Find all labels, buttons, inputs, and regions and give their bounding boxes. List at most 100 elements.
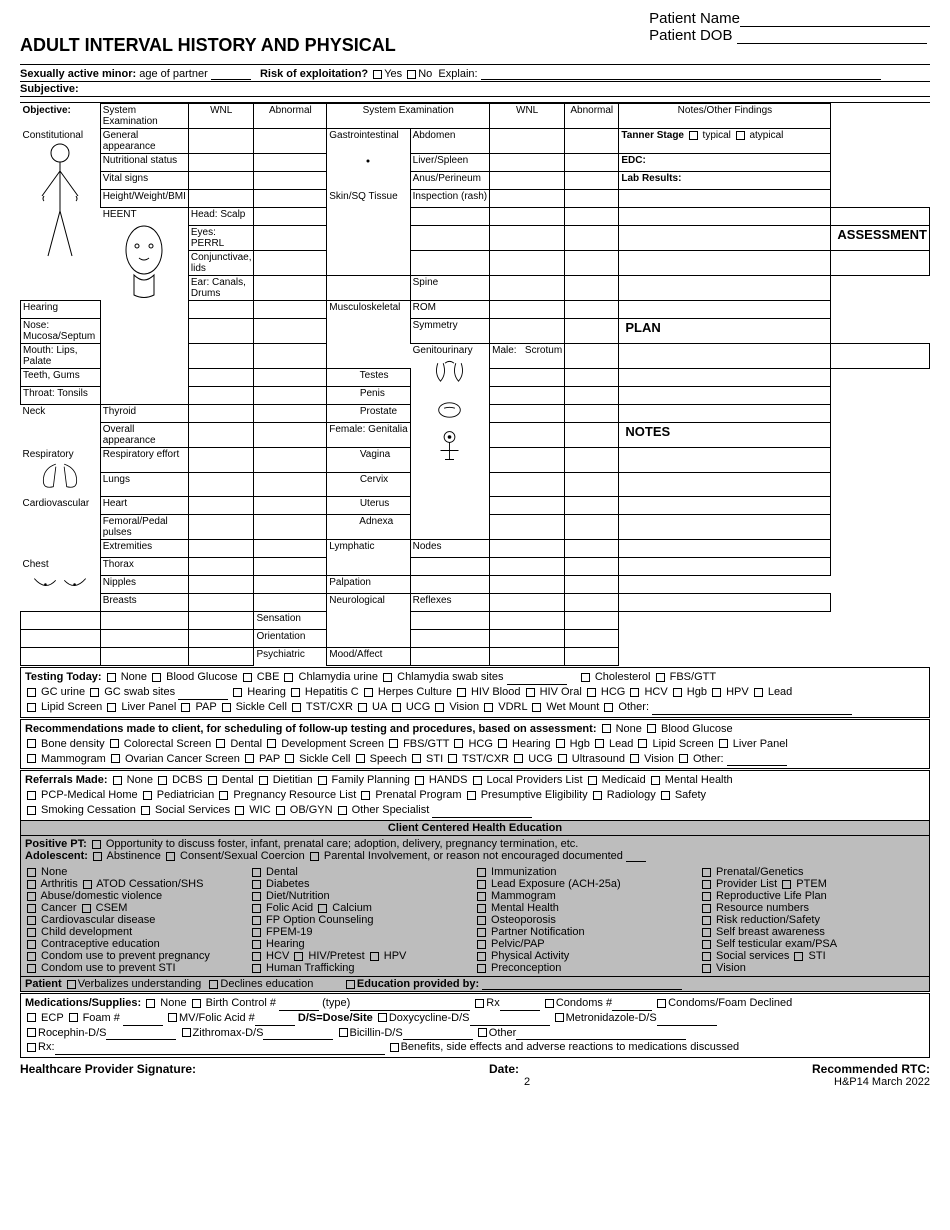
ref2-cb-2[interactable] bbox=[219, 791, 228, 800]
test1b-cb-1[interactable] bbox=[656, 673, 665, 682]
ref3-cb-3[interactable] bbox=[276, 806, 285, 815]
doxy-field[interactable] bbox=[470, 1016, 550, 1026]
rx-field[interactable] bbox=[500, 1001, 540, 1011]
notes-cell[interactable] bbox=[831, 344, 930, 369]
notes-cell[interactable]: NOTES bbox=[619, 423, 831, 448]
wnl-cell[interactable] bbox=[254, 276, 327, 301]
test3-cb-7[interactable] bbox=[435, 703, 444, 712]
mvfa-field[interactable] bbox=[255, 1016, 295, 1026]
wnl-cell[interactable] bbox=[490, 515, 565, 540]
wnl-cell[interactable] bbox=[410, 576, 489, 594]
rec3-cb-3[interactable] bbox=[285, 754, 294, 763]
edu2-7-cb[interactable] bbox=[477, 952, 486, 961]
edu2-1-cb[interactable] bbox=[477, 880, 486, 889]
abn-cell[interactable] bbox=[565, 423, 619, 448]
other-cb[interactable] bbox=[478, 1028, 487, 1037]
edu0-2-cb[interactable] bbox=[27, 892, 36, 901]
wnl-cell[interactable] bbox=[490, 172, 565, 190]
abn-cell[interactable] bbox=[565, 594, 619, 612]
test2a-cb-1[interactable] bbox=[90, 688, 99, 697]
rec2-cb-3[interactable] bbox=[267, 739, 276, 748]
zith-field[interactable] bbox=[263, 1030, 333, 1040]
wnl-cell[interactable] bbox=[565, 344, 619, 369]
wnl-cell[interactable] bbox=[188, 319, 254, 344]
condoms-field[interactable] bbox=[612, 1001, 652, 1011]
rec3-cb-7[interactable] bbox=[514, 754, 523, 763]
rec2-cb-8[interactable] bbox=[595, 739, 604, 748]
test2b-cb-3[interactable] bbox=[457, 688, 466, 697]
wnl-cell[interactable] bbox=[188, 497, 254, 515]
edu3-7-cb[interactable] bbox=[702, 952, 711, 961]
abn-cell[interactable] bbox=[254, 497, 327, 515]
ref2-cb-4[interactable] bbox=[467, 791, 476, 800]
abn-cell[interactable] bbox=[188, 648, 254, 666]
ref1-cb-8[interactable] bbox=[651, 776, 660, 785]
abn-cell[interactable] bbox=[565, 448, 619, 473]
rec2-cb-1[interactable] bbox=[110, 739, 119, 748]
abn-cell[interactable] bbox=[254, 558, 327, 576]
test3-cb-9[interactable] bbox=[532, 703, 541, 712]
test3-cb-8[interactable] bbox=[484, 703, 493, 712]
edu2-3-cb[interactable] bbox=[477, 904, 486, 913]
abn-cell[interactable] bbox=[254, 190, 327, 208]
abn-cell[interactable] bbox=[254, 129, 327, 154]
wnl-cell[interactable] bbox=[188, 172, 254, 190]
adol-cb-2[interactable] bbox=[310, 852, 319, 861]
test2a-cb-0[interactable] bbox=[27, 688, 36, 697]
notes-cell[interactable] bbox=[619, 558, 831, 576]
bic-field[interactable] bbox=[403, 1030, 473, 1040]
abn-cell[interactable] bbox=[565, 387, 619, 405]
explain-field[interactable] bbox=[481, 66, 881, 80]
edu0-1-cb[interactable] bbox=[27, 880, 36, 889]
test2b-cb-0[interactable] bbox=[233, 688, 242, 697]
notes-cell[interactable] bbox=[619, 369, 831, 387]
ref2-cb-1[interactable] bbox=[143, 791, 152, 800]
rec3-cb-0[interactable] bbox=[27, 754, 36, 763]
abn-cell[interactable] bbox=[254, 319, 327, 344]
wnl-cell[interactable] bbox=[188, 540, 254, 558]
edu0-8-cb[interactable] bbox=[27, 964, 36, 973]
wnl-cell[interactable] bbox=[188, 405, 254, 423]
wnl-cell[interactable] bbox=[188, 369, 254, 387]
test1-cb-1[interactable] bbox=[152, 673, 161, 682]
abn-cell[interactable] bbox=[254, 576, 327, 594]
edu3-5-cb[interactable] bbox=[702, 928, 711, 937]
abn-cell[interactable] bbox=[565, 497, 619, 515]
test1-cb-2[interactable] bbox=[243, 673, 252, 682]
test2b-cb-5[interactable] bbox=[587, 688, 596, 697]
abn-cell[interactable] bbox=[490, 576, 565, 594]
abn-cell[interactable] bbox=[565, 558, 619, 576]
edu0-0-cb[interactable] bbox=[27, 868, 36, 877]
notes-cell[interactable] bbox=[619, 594, 831, 612]
abn-cell[interactable] bbox=[565, 540, 619, 558]
abn-cell[interactable] bbox=[565, 190, 619, 208]
wnl-cell[interactable] bbox=[188, 154, 254, 172]
abn-cell[interactable] bbox=[254, 594, 327, 612]
recs-other[interactable] bbox=[727, 756, 787, 766]
wnl-cell[interactable] bbox=[188, 576, 254, 594]
notes-cell[interactable] bbox=[565, 612, 619, 630]
ref1-cb-2[interactable] bbox=[208, 776, 217, 785]
rec3-cb-5[interactable] bbox=[412, 754, 421, 763]
abn-cell[interactable] bbox=[410, 208, 489, 226]
test3-cb-1[interactable] bbox=[107, 703, 116, 712]
abn-cell[interactable] bbox=[565, 172, 619, 190]
edu1-7-cb[interactable] bbox=[252, 952, 261, 961]
notes-cell[interactable] bbox=[619, 472, 831, 497]
rec2-cb-10[interactable] bbox=[719, 739, 728, 748]
ref1-cb-6[interactable] bbox=[473, 776, 482, 785]
metro-field[interactable] bbox=[657, 1016, 717, 1026]
edu0-5-cb[interactable] bbox=[27, 928, 36, 937]
edu0-6-cb[interactable] bbox=[27, 940, 36, 949]
test2b-cb-2[interactable] bbox=[364, 688, 373, 697]
rec3-cb-4[interactable] bbox=[356, 754, 365, 763]
rec2-cb-0[interactable] bbox=[27, 739, 36, 748]
notes-cell[interactable]: ASSESSMENT bbox=[831, 226, 930, 251]
notes-cell[interactable] bbox=[619, 301, 831, 319]
ref1-cb-4[interactable] bbox=[318, 776, 327, 785]
abn-cell[interactable] bbox=[254, 423, 327, 448]
abn-cell[interactable] bbox=[619, 344, 831, 369]
notes-cell[interactable] bbox=[619, 276, 831, 301]
wnl-cell[interactable] bbox=[188, 558, 254, 576]
ref1-cb-7[interactable] bbox=[588, 776, 597, 785]
